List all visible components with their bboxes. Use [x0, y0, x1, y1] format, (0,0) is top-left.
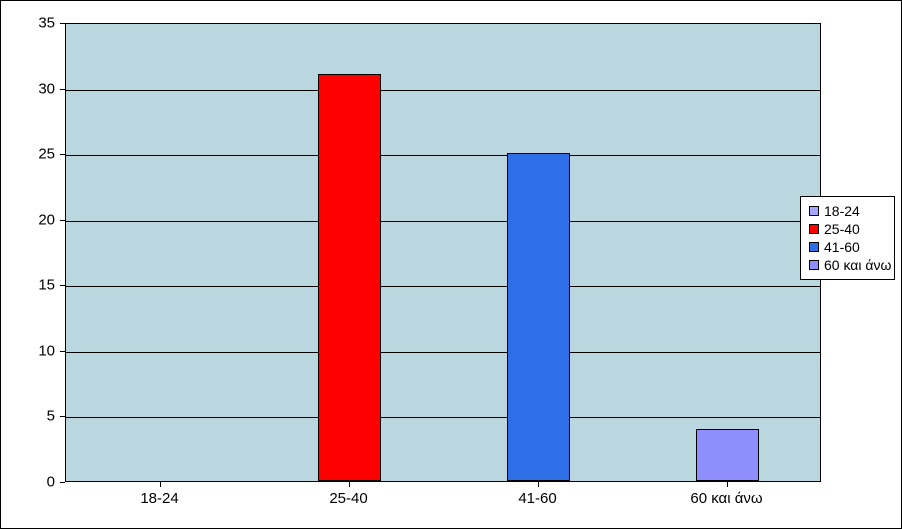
y-tick-mark	[60, 482, 65, 483]
legend-label: 25-40	[824, 221, 860, 237]
y-tick-mark	[60, 23, 65, 24]
x-tick-label: 60 και άνω	[690, 490, 762, 507]
gridline	[66, 286, 820, 287]
plot-area	[65, 23, 821, 482]
gridline	[66, 155, 820, 156]
x-tick-mark	[160, 482, 161, 487]
legend-item: 41-60	[809, 239, 886, 255]
x-tick-label: 41-60	[518, 490, 556, 507]
gridline	[66, 417, 820, 418]
legend-item: 18-24	[809, 203, 886, 219]
legend-label: 18-24	[824, 203, 860, 219]
legend-label: 60 και άνω	[824, 257, 891, 273]
y-tick-mark	[60, 154, 65, 155]
y-tick-label: 5	[47, 408, 55, 425]
y-tick-label: 15	[38, 277, 55, 294]
x-tick-mark	[349, 482, 350, 487]
y-tick-label: 30	[38, 80, 55, 97]
legend-swatch	[809, 260, 819, 270]
bar	[507, 153, 569, 481]
x-tick-mark	[727, 482, 728, 487]
y-tick-mark	[60, 89, 65, 90]
y-tick-label: 25	[38, 146, 55, 163]
x-tick-label: 25-40	[329, 490, 367, 507]
y-tick-mark	[60, 220, 65, 221]
legend-swatch	[809, 206, 819, 216]
y-tick-mark	[60, 285, 65, 286]
gridline	[66, 221, 820, 222]
x-tick-label: 18-24	[140, 490, 178, 507]
bar	[318, 74, 380, 481]
legend-swatch	[809, 242, 819, 252]
legend: 18-24 25-40 41-60 60 και άνω	[800, 196, 895, 280]
y-tick-label: 10	[38, 342, 55, 359]
bar	[696, 429, 758, 481]
legend-item: 25-40	[809, 221, 886, 237]
y-tick-label: 20	[38, 211, 55, 228]
y-tick-mark	[60, 351, 65, 352]
y-tick-label: 0	[47, 474, 55, 491]
legend-item: 60 και άνω	[809, 257, 886, 273]
chart-frame: 18-24 25-40 41-60 60 και άνω 0 5 10 15 20 25 30 35…	[0, 0, 902, 529]
x-tick-mark	[538, 482, 539, 487]
legend-swatch	[809, 224, 819, 234]
gridline	[66, 90, 820, 91]
gridline	[66, 352, 820, 353]
legend-label: 41-60	[824, 239, 860, 255]
y-tick-mark	[60, 416, 65, 417]
y-tick-label: 35	[38, 15, 55, 32]
